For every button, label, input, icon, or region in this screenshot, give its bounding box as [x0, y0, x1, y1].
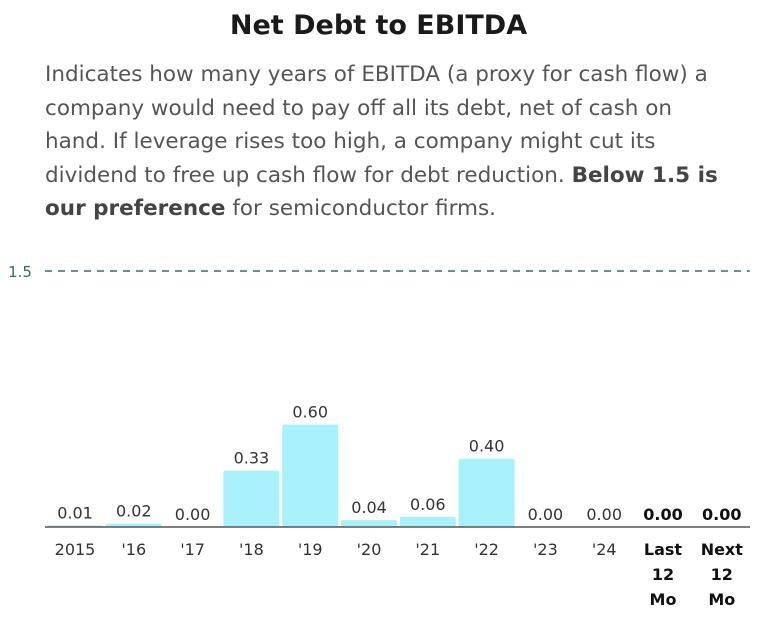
reference-line-label: 1.5 [8, 263, 32, 281]
value-label-11: 0.00 [702, 505, 741, 524]
category-label-10-1: 12 [652, 565, 674, 584]
bar-5 [341, 520, 397, 527]
description-text: Indicates how many years of EBITDA (a pr… [45, 62, 708, 188]
value-label-10: 0.00 [643, 505, 682, 524]
bar-3 [223, 470, 280, 527]
value-label-5: 0.04 [351, 498, 387, 517]
description-emphasis: Below 1.5 is our preference [45, 162, 718, 222]
category-label-9: '24 [592, 540, 617, 559]
category-label-6: '21 [415, 540, 440, 559]
category-label-2: '17 [180, 540, 205, 559]
value-label-3: 0.33 [234, 449, 270, 468]
category-label-10-2: Mo [650, 590, 677, 609]
chart-title: Net Debt to EBITDA [229, 10, 528, 41]
category-label-11-1: 12 [711, 565, 733, 584]
bar-7 [458, 458, 515, 527]
value-label-0: 0.01 [57, 503, 93, 522]
value-label-2: 0.00 [175, 505, 211, 524]
category-label-11-0: Next [701, 540, 744, 559]
category-label-10-0: Last [644, 540, 683, 559]
category-label-5: '20 [357, 540, 382, 559]
category-label-4: '19 [298, 540, 323, 559]
value-label-4: 0.60 [292, 403, 328, 422]
category-label-1: '16 [121, 540, 146, 559]
category-label-8: '23 [533, 540, 558, 559]
category-label-7: '22 [474, 540, 499, 559]
value-label-7: 0.40 [469, 437, 505, 456]
bar-1 [105, 523, 162, 527]
value-label-6: 0.06 [410, 495, 446, 514]
chart-description: Indicates how many years of EBITDA (a pr… [45, 58, 735, 226]
value-label-8: 0.00 [528, 505, 564, 524]
category-label-3: '18 [239, 540, 264, 559]
bar-6 [399, 516, 456, 527]
bar-4 [282, 424, 339, 527]
value-label-9: 0.00 [586, 505, 622, 524]
category-label-11-2: Mo [708, 590, 735, 609]
value-label-1: 0.02 [116, 502, 152, 521]
description-text-end: for semiconductor firms. [225, 196, 497, 221]
category-label-0: 2015 [55, 540, 96, 559]
